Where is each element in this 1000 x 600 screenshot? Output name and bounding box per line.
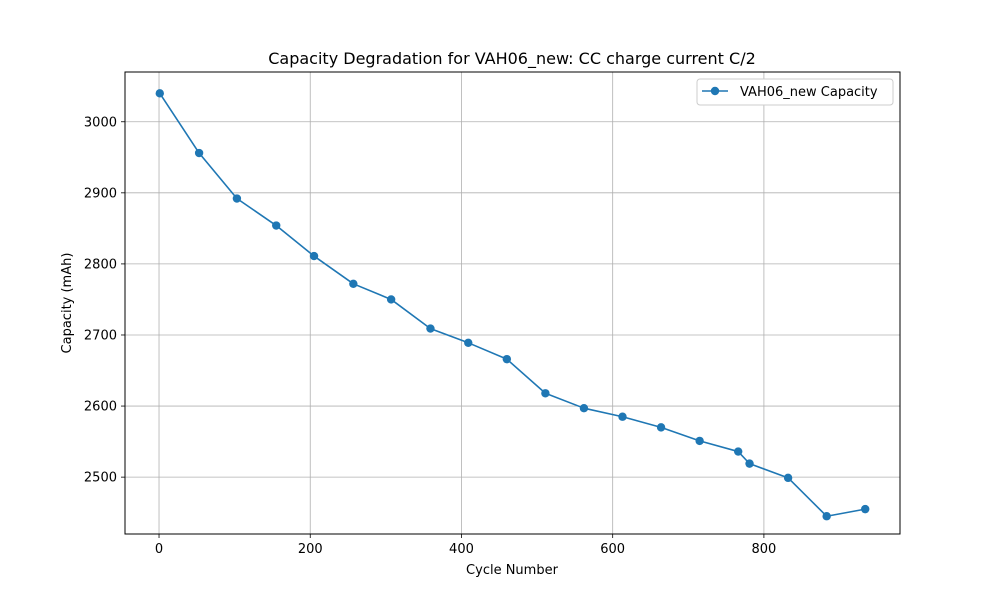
data-point <box>386 295 396 304</box>
y-tick-label: 2500 <box>84 471 117 486</box>
legend-box <box>696 78 894 106</box>
data-point <box>783 473 793 483</box>
data-point <box>309 251 319 261</box>
data-point <box>618 412 627 421</box>
x-axis-label: Cycle Number <box>466 563 559 578</box>
legend-marker-sample <box>710 86 720 96</box>
data-point <box>194 148 204 158</box>
data-point <box>695 436 704 446</box>
data-point <box>272 221 281 230</box>
data-point <box>656 423 666 432</box>
y-axis-label: Capacity (mAh) <box>60 253 75 354</box>
series-layer <box>155 89 870 521</box>
data-point <box>426 324 435 333</box>
data-point <box>232 194 242 203</box>
plot-area <box>125 72 900 534</box>
data-point <box>155 89 164 98</box>
data-point <box>861 504 870 514</box>
y-tick-label: 3000 <box>84 115 117 130</box>
grid <box>125 72 900 534</box>
x-tick-label: 0 <box>155 542 163 557</box>
x-tick-label: 400 <box>449 542 474 557</box>
plot-frame <box>124 71 901 535</box>
x-tick-label: 800 <box>751 542 776 557</box>
y-tick-label: 2900 <box>84 186 117 201</box>
legend: VAH06_new Capacity <box>696 78 894 106</box>
y-tick-label: 2600 <box>84 400 117 415</box>
data-point <box>502 354 512 364</box>
data-point <box>464 338 473 348</box>
y-tick-label: 2800 <box>84 257 117 272</box>
data-point <box>541 389 550 398</box>
data-point <box>733 447 743 456</box>
legend-entry-label: VAH06_new Capacity <box>740 85 878 100</box>
ticks: 0 200 400 600 800 2500 2600 2700 2800 2900 3000 <box>84 115 776 557</box>
x-tick-label: 600 <box>600 542 625 557</box>
data-point <box>822 512 831 521</box>
data-point <box>745 459 754 468</box>
x-tick-label: 200 <box>298 542 323 557</box>
data-point <box>579 403 589 413</box>
chart-title: Capacity Degradation for VAH06_new: CC c… <box>268 49 756 69</box>
data-point <box>349 279 358 289</box>
y-tick-label: 2700 <box>84 328 117 343</box>
